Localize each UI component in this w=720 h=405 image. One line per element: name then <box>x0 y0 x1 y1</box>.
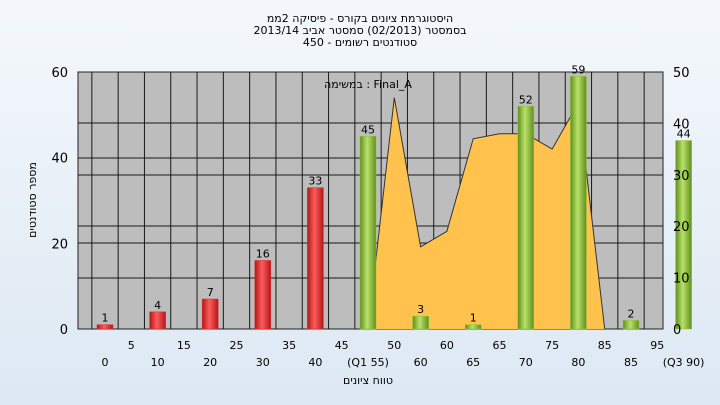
axis-layer: 0 20 40 60 0 10 20 30 40 50 5 15 25 35 45 50 60 65 75 85 95 0… <box>51 66 705 369</box>
x-boundary-label: 5 <box>128 339 135 352</box>
area-layer <box>367 97 606 330</box>
bar-value-label: 59 <box>571 63 585 76</box>
bar <box>254 260 272 330</box>
y-tick-label: 40 <box>51 152 68 167</box>
x-boundary-label: 15 <box>177 339 191 352</box>
chart-students: 450 - סטודנטים רשומים <box>302 36 418 49</box>
bar-value-label: 1 <box>102 312 109 325</box>
chart-title: היסטוגרמת ציונים בקורס - פיסיקה 2ממ <box>266 12 454 25</box>
bar-value-label: 45 <box>361 123 375 136</box>
x-boundary-label: 75 <box>545 339 559 352</box>
y2-tick-label: 20 <box>673 220 690 235</box>
distribution-line <box>367 97 606 330</box>
bar <box>570 76 587 330</box>
x-category-label: 65 <box>466 356 480 369</box>
bar <box>412 315 429 330</box>
bar-layer <box>96 76 692 330</box>
bar-value-label: 44 <box>677 128 691 141</box>
distribution-area <box>368 97 605 329</box>
bar <box>464 324 482 330</box>
bar <box>359 136 377 330</box>
bar-value-label: 7 <box>207 286 214 299</box>
x-category-label: 10 <box>151 356 165 369</box>
x-boundary-label: 35 <box>282 339 296 352</box>
x-category-label: 60 <box>414 356 428 369</box>
x-category-label: (Q1 55) <box>347 356 389 369</box>
y2-tick-label: 10 <box>673 272 690 287</box>
y2-tick-label: 0 <box>673 323 681 338</box>
y-tick-label: 20 <box>51 237 68 252</box>
x-category-label: 20 <box>203 356 217 369</box>
bar-value-label: 16 <box>256 247 270 260</box>
label-layer: 1 4 7 16 33 45 3 1 52 59 2 4440 <box>102 63 691 325</box>
bar-value-label: 33 <box>308 175 322 188</box>
y2-tick-label: 30 <box>673 169 690 184</box>
x-category-label: 85 <box>624 356 638 369</box>
x-category-label: 40 <box>308 356 322 369</box>
chart-semester: בסמסטר (02/2013) סמסטר אביב 2013/14 <box>253 24 467 37</box>
bar-value-label: 2 <box>628 307 635 320</box>
bar <box>149 311 166 330</box>
x-boundary-label: 60 <box>440 339 454 352</box>
x-boundary-label: 65 <box>493 339 507 352</box>
y2-tick-label: 40 <box>673 117 690 132</box>
x-category-label: 30 <box>256 356 270 369</box>
bar <box>517 106 535 330</box>
x-boundary-label: 95 <box>650 339 664 352</box>
bar <box>622 320 640 330</box>
x-boundary-label: 50 <box>387 339 401 352</box>
bar <box>96 324 114 330</box>
bar-value-label: 52 <box>519 93 533 106</box>
y-axis-title: מספר סטודנטים <box>26 162 39 238</box>
bar <box>307 187 324 330</box>
bar <box>201 298 219 330</box>
x-category-label: (Q3 90) <box>663 356 705 369</box>
bar <box>675 140 692 330</box>
x-axis-title: טווח ציונים <box>343 374 393 387</box>
x-boundary-label: 45 <box>335 339 349 352</box>
y-tick-label: 60 <box>51 66 68 81</box>
y-tick-label: 0 <box>60 323 68 338</box>
x-category-label: 0 <box>102 356 109 369</box>
bar-value-label: 1 <box>470 312 477 325</box>
bar-value-label: 4 <box>154 299 161 312</box>
y2-tick-label: 50 <box>673 66 690 81</box>
x-boundary-label: 25 <box>230 339 244 352</box>
x-category-label: 70 <box>519 356 533 369</box>
assignment-label: במשימה : Final_A <box>324 78 412 91</box>
bar-value-label: 3 <box>417 303 424 316</box>
x-boundary-label: 85 <box>598 339 612 352</box>
x-category-label: 80 <box>571 356 585 369</box>
